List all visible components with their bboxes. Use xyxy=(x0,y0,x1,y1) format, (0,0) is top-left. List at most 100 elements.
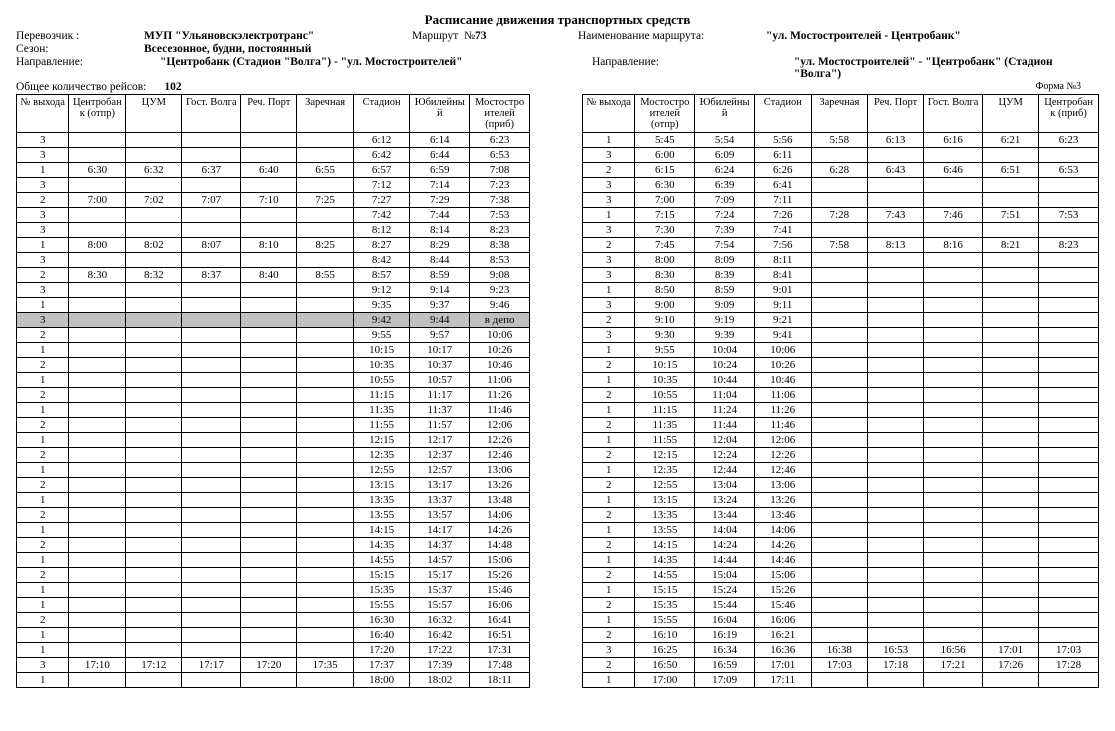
table-cell: 15:06 xyxy=(470,553,530,568)
table-cell: 12:17 xyxy=(410,433,470,448)
table-cell xyxy=(924,583,983,598)
table-row: 216:5016:5917:0117:0317:1817:2117:2617:2… xyxy=(583,658,1099,673)
table-cell: 17:17 xyxy=(182,658,241,673)
table-cell: 8:59 xyxy=(695,283,755,298)
table-cell: 17:26 xyxy=(983,658,1039,673)
table-cell: 7:00 xyxy=(69,193,126,208)
table-row: 27:007:027:077:107:257:277:297:38 xyxy=(17,193,530,208)
table-cell xyxy=(924,538,983,553)
table-cell xyxy=(182,553,241,568)
table-cell: 7:29 xyxy=(410,193,470,208)
table-cell xyxy=(241,628,297,643)
count-row: Общее количество рейсов: 102 Форма №3 xyxy=(16,81,1099,93)
tables-wrap: № выходаЦентробан к (отпр)ЦУМГост. Волга… xyxy=(16,94,1099,688)
table-cell xyxy=(868,328,924,343)
table-cell xyxy=(297,613,354,628)
table-cell xyxy=(1039,298,1099,313)
table-cell xyxy=(182,628,241,643)
table-row: 211:5511:5712:06 xyxy=(17,418,530,433)
table-cell xyxy=(241,418,297,433)
table-cell: 9:11 xyxy=(755,298,812,313)
table-cell: 6:59 xyxy=(410,163,470,178)
table-cell: 2 xyxy=(17,613,69,628)
table-cell: 9:00 xyxy=(635,298,695,313)
table-row: 215:3515:4415:46 xyxy=(583,598,1099,613)
table-cell xyxy=(182,373,241,388)
column-header: Заречная xyxy=(297,95,354,133)
table-cell: 6:41 xyxy=(755,178,812,193)
table-cell xyxy=(1039,523,1099,538)
table-row: 213:3513:4413:46 xyxy=(583,508,1099,523)
table-cell: 17:10 xyxy=(69,658,126,673)
table-cell xyxy=(126,178,182,193)
table-row: 38:428:448:53 xyxy=(17,253,530,268)
table-row: 36:306:396:41 xyxy=(583,178,1099,193)
table-cell: 15:35 xyxy=(635,598,695,613)
table-cell: 2 xyxy=(17,358,69,373)
table-cell: 1 xyxy=(17,343,69,358)
table-row: 213:1513:1713:26 xyxy=(17,478,530,493)
table-cell: 6:23 xyxy=(470,133,530,148)
table-cell xyxy=(69,493,126,508)
table-cell xyxy=(182,253,241,268)
table-cell xyxy=(241,208,297,223)
table-cell: 16:30 xyxy=(353,613,410,628)
table-cell xyxy=(126,613,182,628)
table-row: 17:157:247:267:287:437:467:517:53 xyxy=(583,208,1099,223)
table-cell: 2 xyxy=(583,313,635,328)
table-cell: 6:11 xyxy=(755,148,812,163)
table-cell xyxy=(241,643,297,658)
column-header: Юбилейны й xyxy=(695,95,755,133)
table-cell: 7:25 xyxy=(297,193,354,208)
table-cell xyxy=(297,133,354,148)
table-cell xyxy=(126,568,182,583)
table-cell xyxy=(126,598,182,613)
table-row: 212:5513:0413:06 xyxy=(583,478,1099,493)
table-cell: 16:41 xyxy=(470,613,530,628)
table-cell: 5:58 xyxy=(811,133,868,148)
table-cell: 8:11 xyxy=(755,253,812,268)
table-cell: 11:55 xyxy=(353,418,410,433)
table-cell: 10:06 xyxy=(470,328,530,343)
table-cell: 13:55 xyxy=(635,523,695,538)
table-cell xyxy=(126,433,182,448)
table-cell xyxy=(297,538,354,553)
table-cell: 9:41 xyxy=(755,328,812,343)
table-cell: 7:12 xyxy=(353,178,410,193)
table-cell: 10:24 xyxy=(695,358,755,373)
table-cell: 16:38 xyxy=(811,643,868,658)
table-cell xyxy=(1039,553,1099,568)
table-cell: 12:55 xyxy=(635,478,695,493)
table-cell: 7:24 xyxy=(695,208,755,223)
table-cell xyxy=(811,268,868,283)
table-cell xyxy=(924,283,983,298)
table-cell xyxy=(241,148,297,163)
table-cell xyxy=(1039,463,1099,478)
table-cell xyxy=(924,598,983,613)
table-cell xyxy=(182,133,241,148)
table-cell: 14:17 xyxy=(410,523,470,538)
table-cell: 16:40 xyxy=(353,628,410,643)
table-cell: 10:26 xyxy=(755,358,812,373)
table-cell: 12:44 xyxy=(695,463,755,478)
table-cell: 11:04 xyxy=(695,388,755,403)
table-cell xyxy=(69,598,126,613)
table-cell xyxy=(811,343,868,358)
route-label: Маршрут №73 xyxy=(412,30,532,42)
table-cell xyxy=(297,463,354,478)
table-cell: 7:46 xyxy=(924,208,983,223)
table-cell xyxy=(983,373,1039,388)
table-cell: 12:37 xyxy=(410,448,470,463)
table-cell: 9:12 xyxy=(353,283,410,298)
table-cell xyxy=(297,298,354,313)
table-cell xyxy=(1039,178,1099,193)
table-cell xyxy=(811,223,868,238)
column-header: Реч. Порт xyxy=(868,95,924,133)
table-cell: 3 xyxy=(17,658,69,673)
table-row: 211:1511:1711:26 xyxy=(17,388,530,403)
direction-right-label: Направление: xyxy=(592,56,770,80)
table-cell xyxy=(1039,628,1099,643)
carrier-label: Перевозчик : xyxy=(16,30,136,42)
table-cell: 2 xyxy=(583,388,635,403)
table-cell xyxy=(868,673,924,688)
